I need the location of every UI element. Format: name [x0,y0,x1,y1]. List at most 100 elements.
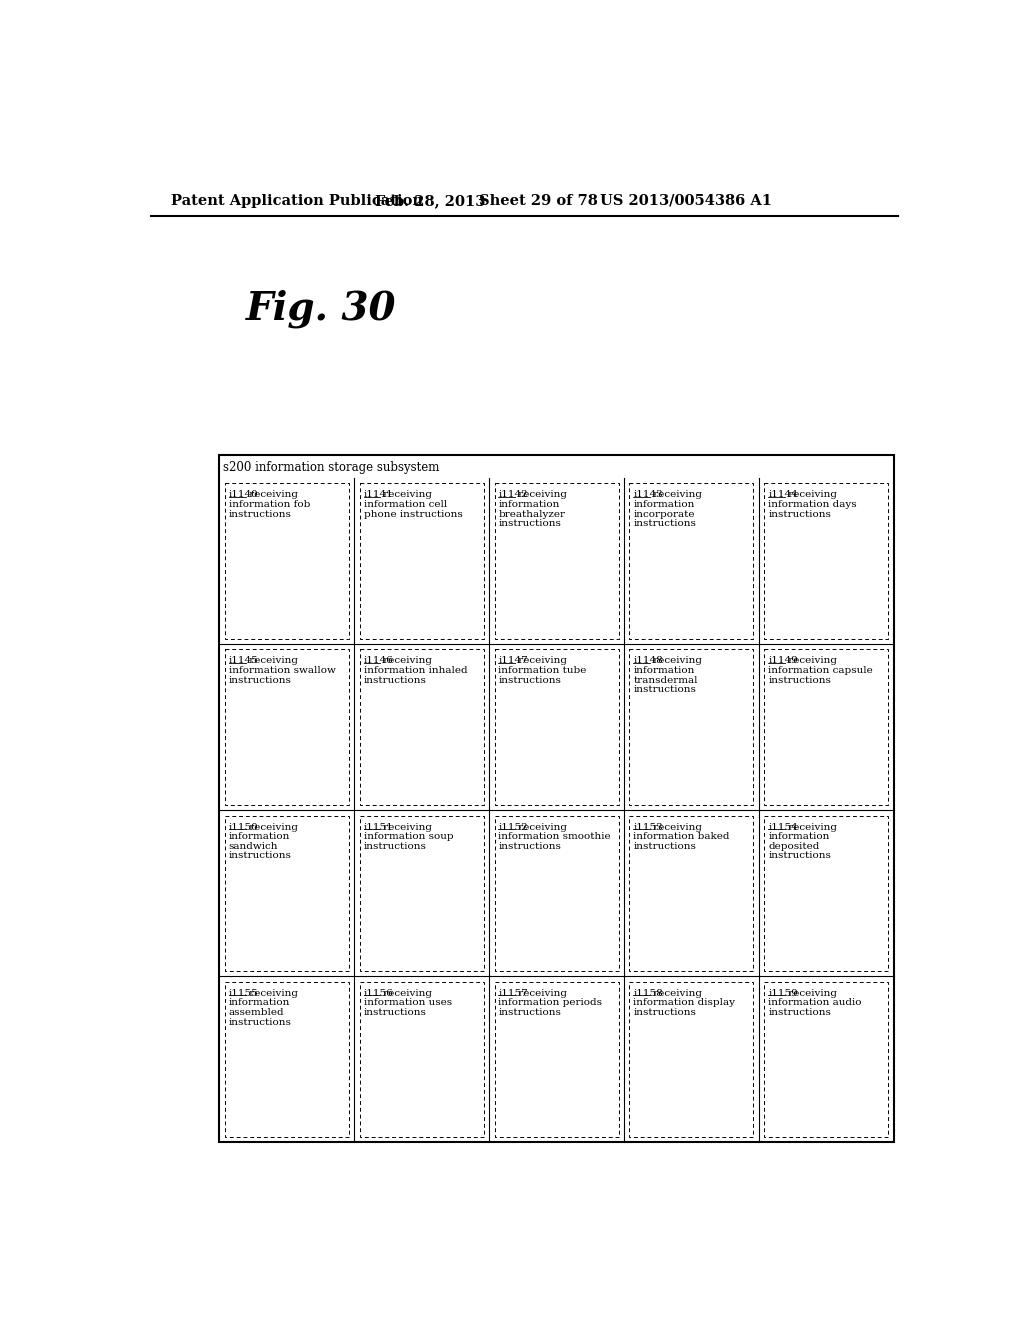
Bar [764,483,888,639]
Text: Feb. 28, 2013: Feb. 28, 2013 [375,194,485,207]
Text: receiving: receiving [785,822,837,832]
Text: i1151: i1151 [364,822,393,832]
Text: receiving: receiving [515,490,567,499]
Text: information: information [633,500,694,510]
Bar [764,982,888,1137]
Text: information cell: information cell [364,500,446,510]
Text: information capsule: information capsule [768,667,872,675]
Text: receiving: receiving [246,989,298,998]
Text: instructions: instructions [499,676,561,685]
Text: i1146: i1146 [364,656,393,665]
Text: instructions: instructions [364,842,426,851]
Text: information: information [499,500,560,510]
Bar [225,982,349,1137]
Text: information uses: information uses [364,998,452,1007]
Bar [225,649,349,805]
Text: receiving: receiving [381,822,432,832]
Text: receiving: receiving [246,656,298,665]
Text: instructions: instructions [364,676,426,685]
Text: Patent Application Publication: Patent Application Publication [171,194,423,207]
Bar [630,649,754,805]
Bar [630,483,754,639]
Bar [359,982,483,1137]
Text: sandwich: sandwich [228,842,279,851]
Text: receiving: receiving [381,989,432,998]
Bar [219,455,894,1143]
Text: Sheet 29 of 78: Sheet 29 of 78 [479,194,598,207]
Text: information days: information days [768,500,857,510]
Text: incorporate: incorporate [633,510,695,519]
Text: transdermal: transdermal [633,676,697,685]
Text: instructions: instructions [499,842,561,851]
Text: instructions: instructions [633,842,696,851]
Bar [225,816,349,972]
Text: receiving: receiving [785,490,837,499]
Text: receiving: receiving [246,490,298,499]
Text: instructions: instructions [228,676,292,685]
Text: instructions: instructions [499,519,561,528]
Text: instructions: instructions [633,519,696,528]
Text: i1140: i1140 [228,490,258,499]
Bar [359,483,483,639]
Text: i1158: i1158 [633,989,664,998]
Text: information inhaled: information inhaled [364,667,467,675]
Text: instructions: instructions [768,1008,831,1016]
Text: receiving: receiving [650,656,702,665]
Text: i1156: i1156 [364,989,393,998]
Text: i1148: i1148 [633,656,664,665]
Text: instructions: instructions [499,1008,561,1016]
Text: instructions: instructions [228,1018,292,1027]
Text: i1147: i1147 [499,656,528,665]
Text: information: information [228,998,290,1007]
Text: instructions: instructions [633,685,696,694]
Text: i1144: i1144 [768,490,798,499]
Text: receiving: receiving [381,490,432,499]
Bar [359,816,483,972]
Bar [630,816,754,972]
Bar [495,982,618,1137]
Text: i1149: i1149 [768,656,798,665]
Text: receiving: receiving [650,490,702,499]
Text: information: information [633,667,694,675]
Text: assembled: assembled [228,1008,285,1016]
Text: US 2013/0054386 A1: US 2013/0054386 A1 [600,194,772,207]
Text: information display: information display [633,998,735,1007]
Text: information: information [228,832,290,841]
Text: i1143: i1143 [633,490,664,499]
Text: i1142: i1142 [499,490,528,499]
Text: i1155: i1155 [228,989,258,998]
Bar [764,649,888,805]
Bar [495,483,618,639]
Text: information soup: information soup [364,832,454,841]
Text: instructions: instructions [633,1008,696,1016]
Text: i1157: i1157 [499,989,528,998]
Text: information: information [768,832,829,841]
Text: deposited: deposited [768,842,819,851]
Bar [495,649,618,805]
Text: information audio: information audio [768,998,861,1007]
Text: receiving: receiving [650,989,702,998]
Text: receiving: receiving [246,822,298,832]
Text: i1154: i1154 [768,822,798,832]
Text: information baked: information baked [633,832,730,841]
Text: receiving: receiving [785,989,837,998]
Text: i1153: i1153 [633,822,664,832]
Text: information periods: information periods [499,998,602,1007]
Bar [764,816,888,972]
Text: i1150: i1150 [228,822,258,832]
Text: receiving: receiving [381,656,432,665]
Text: information tube: information tube [499,667,587,675]
Text: receiving: receiving [515,656,567,665]
Text: information fob: information fob [228,500,310,510]
Text: i1159: i1159 [768,989,798,998]
Text: s200 information storage subsystem: s200 information storage subsystem [222,461,439,474]
Text: Fig. 30: Fig. 30 [246,289,396,327]
Bar [630,982,754,1137]
Text: receiving: receiving [515,822,567,832]
Text: information smoothie: information smoothie [499,832,611,841]
Text: instructions: instructions [768,510,831,519]
Text: information swallow: information swallow [228,667,336,675]
Text: receiving: receiving [515,989,567,998]
Bar [225,483,349,639]
Bar [495,816,618,972]
